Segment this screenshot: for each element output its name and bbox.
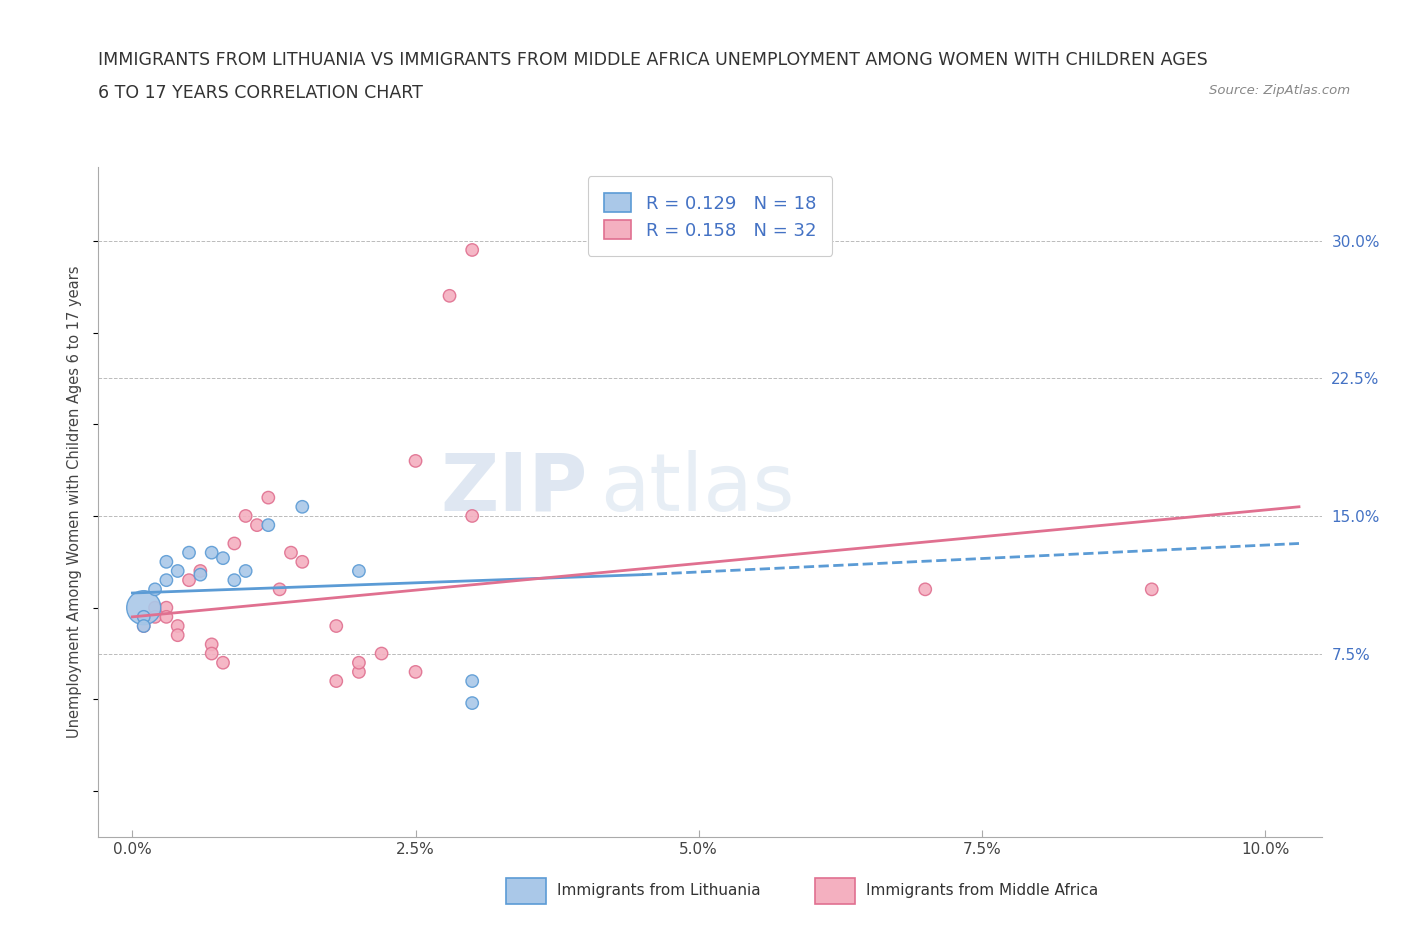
Point: [132, 618, 155, 633]
Point: [132, 600, 155, 615]
Point: [461, 696, 484, 711]
Point: [201, 545, 224, 560]
Text: Source: ZipAtlas.com: Source: ZipAtlas.com: [1209, 84, 1350, 97]
Point: [269, 582, 291, 597]
Point: [257, 518, 280, 533]
Point: [347, 564, 370, 578]
Point: [325, 618, 347, 633]
Point: [188, 567, 212, 582]
Point: [201, 637, 224, 652]
Point: [347, 664, 370, 679]
Point: [155, 609, 177, 624]
Point: [405, 664, 427, 679]
Text: atlas: atlas: [600, 450, 794, 528]
Point: [1140, 582, 1163, 597]
Point: [166, 628, 188, 643]
Point: [280, 545, 302, 560]
Point: [155, 600, 177, 615]
Point: [132, 609, 155, 624]
Legend: R = 0.129   N = 18, R = 0.158   N = 32: R = 0.129 N = 18, R = 0.158 N = 32: [588, 177, 832, 256]
Point: [188, 564, 212, 578]
FancyBboxPatch shape: [506, 878, 546, 904]
Point: [132, 618, 155, 633]
FancyBboxPatch shape: [815, 878, 855, 904]
Point: [143, 582, 166, 597]
Point: [235, 509, 257, 524]
Text: Immigrants from Middle Africa: Immigrants from Middle Africa: [866, 884, 1098, 898]
Point: [177, 545, 200, 560]
Point: [212, 551, 235, 565]
Point: [439, 288, 461, 303]
Point: [224, 573, 246, 588]
Point: [235, 564, 257, 578]
Point: [370, 646, 392, 661]
Point: [347, 656, 370, 671]
Point: [291, 499, 314, 514]
Point: [143, 600, 166, 615]
Point: [143, 609, 166, 624]
Point: [155, 554, 177, 569]
Text: Immigrants from Lithuania: Immigrants from Lithuania: [557, 884, 761, 898]
Point: [246, 518, 269, 533]
Point: [201, 646, 224, 661]
Point: [461, 509, 484, 524]
Text: ZIP: ZIP: [440, 450, 588, 528]
Point: [291, 554, 314, 569]
Point: [914, 582, 936, 597]
Y-axis label: Unemployment Among Women with Children Ages 6 to 17 years: Unemployment Among Women with Children A…: [67, 266, 83, 738]
Point: [166, 618, 188, 633]
Point: [166, 564, 188, 578]
Text: IMMIGRANTS FROM LITHUANIA VS IMMIGRANTS FROM MIDDLE AFRICA UNEMPLOYMENT AMONG WO: IMMIGRANTS FROM LITHUANIA VS IMMIGRANTS …: [98, 51, 1208, 69]
Point: [177, 573, 200, 588]
Point: [325, 673, 347, 688]
Point: [132, 609, 155, 624]
Text: 6 TO 17 YEARS CORRELATION CHART: 6 TO 17 YEARS CORRELATION CHART: [98, 84, 423, 101]
Point: [212, 656, 235, 671]
Point: [257, 490, 280, 505]
Point: [224, 536, 246, 551]
Point: [461, 673, 484, 688]
Point: [461, 243, 484, 258]
Point: [155, 573, 177, 588]
Point: [405, 454, 427, 469]
